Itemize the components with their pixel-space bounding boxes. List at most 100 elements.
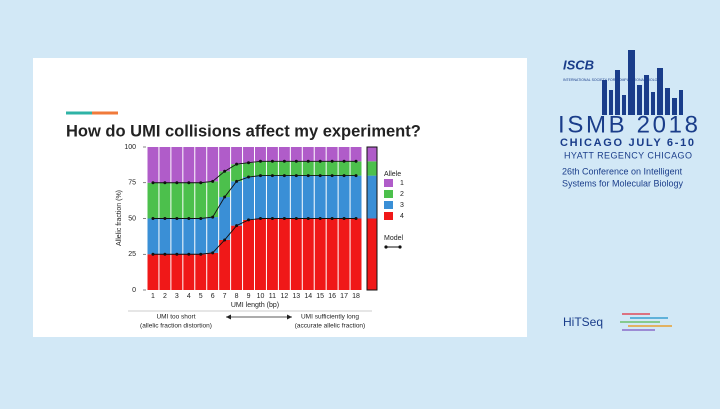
annotation: (allelic fraction distortion) — [140, 323, 212, 330]
bar-segment — [171, 254, 183, 290]
model-point — [306, 159, 310, 163]
model-point — [282, 174, 286, 178]
bar-segment — [243, 147, 254, 163]
model-point — [342, 217, 346, 220]
model-point — [163, 181, 167, 185]
bar-segment — [219, 171, 231, 198]
model-point — [187, 252, 191, 256]
x-tick-label: 18 — [352, 293, 360, 300]
x-tick-label: 2 — [163, 293, 167, 300]
x-tick-label: 8 — [235, 293, 239, 300]
model-point — [247, 175, 251, 179]
y-tick-label: 75 — [128, 180, 136, 187]
legend-label: 2 — [400, 191, 404, 198]
bar-segment — [183, 147, 195, 183]
legend-model-dot — [384, 245, 388, 249]
y-axis-label: Allelic fraction (%) — [116, 190, 123, 246]
bar-segment — [183, 182, 195, 219]
bar-segment — [326, 161, 338, 176]
model-point — [282, 217, 286, 220]
bar-segment — [350, 218, 362, 290]
x-tick-label: 16 — [328, 293, 336, 300]
model-point — [306, 217, 310, 220]
model-point — [258, 159, 262, 163]
bar-segment — [243, 177, 254, 220]
bar-segment — [350, 175, 362, 219]
model-point — [151, 217, 155, 220]
bar-segment — [207, 217, 219, 253]
reference-frame — [366, 146, 378, 291]
bar-segment — [219, 197, 231, 240]
bar-segment — [231, 147, 243, 165]
model-point — [342, 159, 346, 163]
bar-segment — [231, 164, 243, 182]
annotation: UMI sufficiently long — [301, 314, 359, 321]
reference-segment — [367, 161, 377, 176]
y-tick-label: 25 — [128, 251, 136, 258]
bar-segment — [171, 147, 183, 183]
bar-segment — [326, 218, 338, 290]
x-tick-label: 13 — [292, 293, 300, 300]
bar-segment — [255, 218, 266, 290]
venue: HYATT REGENCY CHICAGO — [564, 150, 692, 160]
bar-segment — [195, 147, 207, 183]
model-point — [354, 159, 358, 163]
model-point — [211, 251, 215, 255]
bar-segment — [266, 161, 278, 176]
model-point — [330, 159, 334, 163]
x-tick-label: 6 — [211, 293, 215, 300]
bar-segment — [171, 182, 183, 219]
model-point — [354, 174, 358, 178]
bar-segment — [219, 239, 231, 290]
x-tick-label: 14 — [304, 293, 312, 300]
model-point — [294, 159, 298, 163]
x-tick-label: 4 — [187, 293, 191, 300]
model-point — [318, 159, 322, 163]
bar-segment — [314, 161, 326, 176]
model-point — [318, 217, 322, 220]
bar-segment — [290, 147, 302, 162]
model-point — [211, 179, 215, 183]
model-line — [152, 175, 357, 219]
model-point — [163, 252, 167, 256]
bar-segment — [183, 254, 195, 290]
bar-segment — [207, 147, 219, 182]
model-point — [199, 181, 203, 185]
bar-segment — [159, 147, 171, 183]
bar-segment — [338, 147, 350, 162]
model-point — [187, 217, 191, 220]
bar-segment — [350, 161, 362, 176]
model-point — [211, 215, 215, 219]
bar-segment — [266, 218, 278, 290]
bar-segment — [278, 175, 290, 219]
legend-model-dot — [398, 245, 402, 249]
y-tick-label: 100 — [124, 144, 136, 151]
model-point — [223, 238, 227, 242]
bar-segment — [195, 218, 207, 255]
bar-segment — [219, 147, 231, 172]
bar-segment — [147, 218, 159, 255]
x-tick-label: 10 — [257, 293, 265, 300]
society-name: INTERNATIONAL SOCIETY FOR COMPUTATIONAL … — [563, 78, 663, 82]
track-logo — [620, 313, 672, 331]
bar-segment — [350, 147, 362, 162]
model-point — [270, 174, 274, 178]
bar-segment — [302, 161, 314, 176]
legend-label: 1 — [400, 180, 404, 187]
model-point — [247, 218, 251, 222]
bar-segment — [207, 181, 219, 218]
x-tick-label: 12 — [280, 293, 288, 300]
legend-label: 4 — [400, 213, 404, 220]
model-point — [199, 252, 203, 256]
bar-segment — [326, 175, 338, 219]
x-tick-label: 9 — [247, 293, 251, 300]
bar-segment — [231, 181, 243, 226]
bar-segment — [159, 218, 171, 255]
legend-title: Allele — [384, 171, 401, 178]
model-point — [163, 217, 167, 220]
bar-segment — [290, 161, 302, 176]
bar-segment — [243, 162, 254, 178]
slide-title: How do UMI collisions affect my experime… — [66, 122, 421, 140]
model-point — [223, 169, 227, 173]
bar-segment — [338, 175, 350, 219]
